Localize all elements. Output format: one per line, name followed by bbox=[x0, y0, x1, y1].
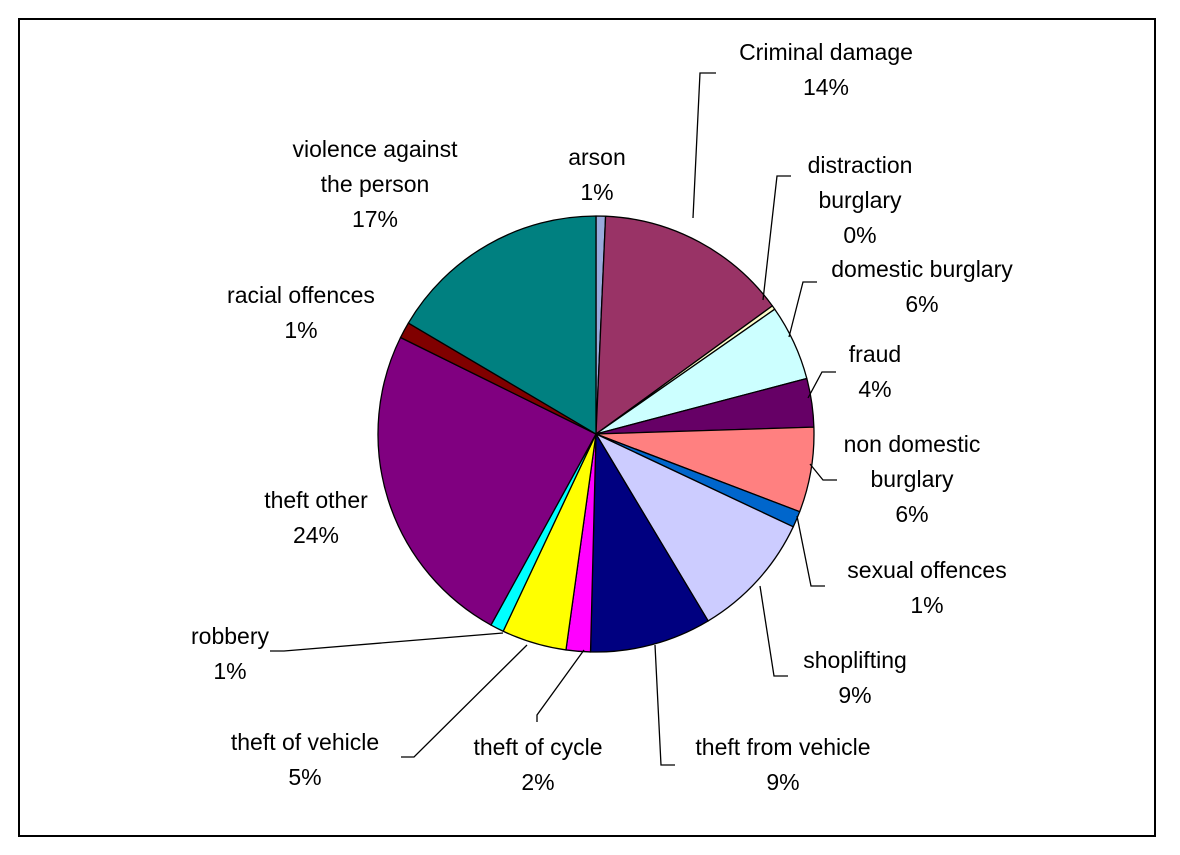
leader-lines bbox=[270, 72, 837, 766]
label-non-domestic-burglary: non domestic burglary 6% bbox=[844, 431, 981, 527]
leader-shoplifting bbox=[759, 585, 788, 677]
leader-criminal-damage bbox=[692, 72, 716, 219]
slice-theft-other bbox=[377, 336, 597, 626]
slice-shoplifting bbox=[595, 433, 794, 622]
label-distraction-burglary: distraction burglary 0% bbox=[808, 152, 913, 248]
leader-fraud bbox=[807, 371, 836, 399]
leader-non-domestic-burglary bbox=[809, 463, 837, 481]
slice-theft-from-vehicle bbox=[589, 433, 709, 653]
leader-domestic-burglary bbox=[788, 281, 817, 338]
label-criminal-damage: Criminal damage 14% bbox=[739, 39, 913, 100]
label-arson: arson 1% bbox=[568, 144, 626, 205]
leader-theft-of-cycle bbox=[536, 649, 585, 722]
label-racial-offences: racial offences 1% bbox=[227, 282, 375, 343]
leader-distraction-burglary bbox=[762, 175, 791, 301]
leader-sexual-offences bbox=[796, 515, 825, 587]
label-theft-of-vehicle: theft of vehicle 5% bbox=[231, 729, 379, 790]
label-domestic-burglary: domestic burglary 6% bbox=[831, 256, 1013, 317]
label-theft-of-cycle: theft of cycle 2% bbox=[473, 734, 602, 795]
label-fraud: fraud 4% bbox=[849, 341, 901, 402]
label-shoplifting: shoplifting 9% bbox=[803, 647, 907, 708]
slice-labels: arson 1% Criminal damage 14% distraction burg… bbox=[191, 39, 1013, 795]
label-robbery: robbery 1% bbox=[191, 623, 269, 684]
leader-theft-from-vehicle bbox=[654, 644, 675, 766]
label-sexual-offences: sexual offences 1% bbox=[847, 557, 1006, 618]
label-violence-against-the-person: violence against the person 17% bbox=[293, 136, 459, 232]
label-theft-from-vehicle: theft from vehicle 9% bbox=[695, 734, 870, 795]
slice-criminal-damage bbox=[595, 215, 774, 435]
leader-robbery bbox=[270, 632, 504, 652]
pie-slices bbox=[377, 215, 815, 653]
label-theft-other: theft other 24% bbox=[264, 487, 368, 548]
slice-violence-against-the-person bbox=[407, 215, 597, 435]
leader-theft-of-vehicle bbox=[401, 644, 528, 758]
